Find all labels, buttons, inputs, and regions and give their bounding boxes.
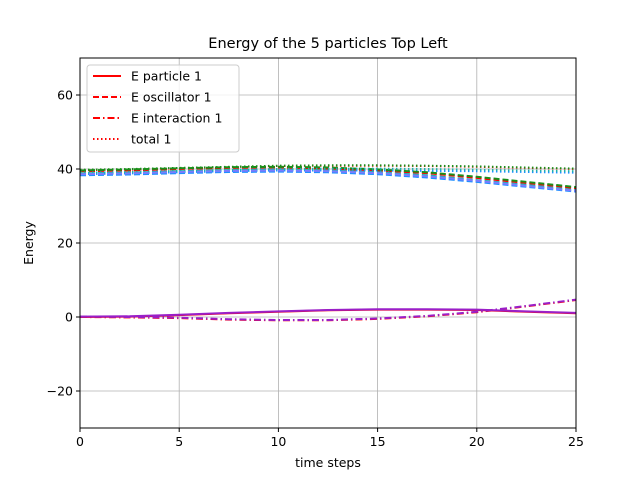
legend: E particle 1 E oscillator 1 E interaction … bbox=[86, 64, 240, 153]
legend-box bbox=[86, 64, 240, 153]
x-axis-label: time steps bbox=[295, 455, 361, 470]
series-line-11 bbox=[79, 308, 577, 318]
legend-label-3: E interaction 1 bbox=[131, 111, 222, 126]
y-tick-label: 0 bbox=[65, 310, 73, 325]
y-axis-label: Energy bbox=[21, 221, 36, 265]
series-line-12 bbox=[79, 298, 577, 321]
x-tick-label: 10 bbox=[270, 434, 286, 449]
x-tick-label: 20 bbox=[469, 434, 485, 449]
series-line-10 bbox=[79, 167, 577, 174]
series-layer bbox=[79, 164, 577, 322]
y-tick-label: 40 bbox=[57, 162, 73, 177]
chart-title: Energy of the 5 particles Top Left bbox=[208, 36, 448, 52]
y-tick-label: 20 bbox=[57, 236, 73, 251]
x-tick-label: 5 bbox=[175, 434, 183, 449]
series-line-7 bbox=[79, 165, 577, 189]
series-line-13 bbox=[79, 169, 577, 192]
x-tick-label: 15 bbox=[370, 434, 386, 449]
series-line-8 bbox=[79, 164, 577, 171]
ticks: 0 5 10 15 20 25 −20 0 20 40 60 bbox=[47, 88, 584, 450]
legend-label-1: E particle 1 bbox=[131, 69, 202, 84]
series-line-5 bbox=[79, 170, 577, 193]
legend-label-2: E oscillator 1 bbox=[131, 90, 212, 105]
x-tick-label: 25 bbox=[568, 434, 584, 449]
y-tick-label: −20 bbox=[47, 384, 73, 399]
legend-label-4: total 1 bbox=[131, 132, 172, 147]
y-tick-label: 60 bbox=[57, 88, 73, 103]
x-tick-label: 0 bbox=[76, 434, 84, 449]
